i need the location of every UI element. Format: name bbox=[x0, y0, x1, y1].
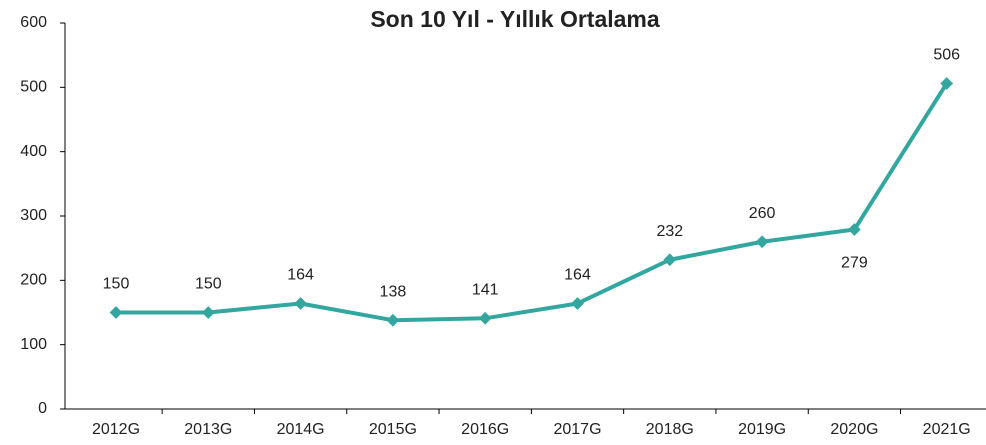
point-marker bbox=[386, 313, 400, 327]
point-marker bbox=[109, 306, 123, 319]
x-tick-label: 2014G bbox=[277, 421, 325, 438]
y-tick-label: 600 bbox=[20, 14, 47, 31]
data-label: 279 bbox=[841, 255, 868, 272]
data-label: 260 bbox=[749, 205, 776, 222]
y-tick-label: 500 bbox=[20, 79, 47, 96]
x-tick-label: 2018G bbox=[646, 421, 694, 438]
x-tick-label: 2020G bbox=[830, 421, 878, 438]
x-tick-label: 2016G bbox=[461, 421, 509, 438]
point-marker bbox=[571, 297, 584, 310]
data-label: 150 bbox=[195, 276, 222, 293]
x-tick-label: 2013G bbox=[184, 421, 232, 438]
data-label: 138 bbox=[380, 283, 407, 300]
data-label: 150 bbox=[103, 276, 130, 293]
y-tick-label: 400 bbox=[20, 143, 47, 160]
point-marker bbox=[755, 235, 769, 249]
chart-title: Son 10 Yıl - Yıllık Ortalama bbox=[370, 6, 660, 32]
point-marker bbox=[201, 306, 215, 319]
x-tick-label: 2019G bbox=[738, 421, 786, 438]
x-tick-label: 2021G bbox=[923, 421, 971, 438]
y-tick-label: 100 bbox=[20, 336, 47, 353]
point-marker bbox=[294, 297, 307, 310]
data-label: 164 bbox=[564, 267, 591, 284]
point-marker bbox=[478, 311, 492, 325]
y-tick-label: 0 bbox=[38, 400, 47, 417]
y-tick-label: 300 bbox=[20, 207, 47, 224]
x-tick-label: 2012G bbox=[92, 421, 140, 438]
data-label: 164 bbox=[287, 267, 314, 284]
series-line bbox=[116, 82, 949, 323]
data-label: 141 bbox=[472, 282, 499, 299]
y-tick-label: 200 bbox=[20, 272, 47, 289]
x-tick-label: 2015G bbox=[369, 421, 417, 438]
data-label: 506 bbox=[933, 47, 960, 64]
x-tick-label: 2017G bbox=[553, 421, 601, 438]
data-label: 232 bbox=[656, 223, 683, 240]
point-marker bbox=[663, 253, 677, 267]
